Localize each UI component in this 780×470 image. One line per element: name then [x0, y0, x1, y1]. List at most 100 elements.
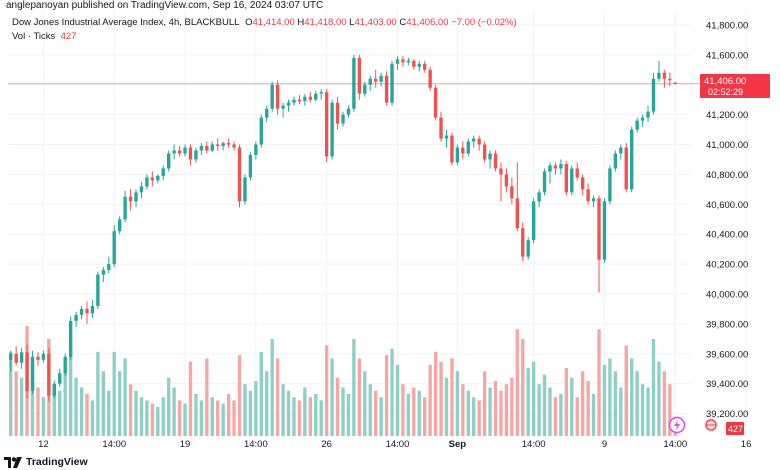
candle-body	[19, 352, 24, 363]
volume-bar	[521, 338, 525, 436]
volume-bar	[68, 345, 73, 436]
candle-body	[673, 82, 677, 84]
candle-body	[156, 175, 160, 181]
tradingview-brand[interactable]: TradingView	[4, 456, 88, 468]
candle-body	[493, 153, 498, 169]
time-tick-label: 12	[38, 439, 49, 450]
candle-body	[177, 150, 182, 154]
candle-body	[188, 147, 193, 160]
flag-icon[interactable]	[704, 418, 718, 432]
volume-bar	[586, 381, 590, 436]
volume-bar	[384, 355, 389, 436]
volume-bar	[477, 400, 481, 436]
volume-bar	[401, 384, 405, 436]
candle-body	[368, 78, 372, 85]
close-key: C	[399, 17, 407, 28]
candle-body	[450, 135, 454, 163]
volume-bar	[646, 387, 650, 436]
volume-bar	[668, 384, 672, 436]
volume-bar	[281, 384, 285, 436]
volume-bar	[167, 377, 171, 436]
volume-bar	[161, 397, 165, 436]
volume-bar	[542, 374, 547, 436]
open-value: 41,414.00	[252, 17, 295, 28]
time-tick-label: 9	[602, 439, 607, 450]
volume-bar	[188, 361, 193, 436]
brand-label: TradingView	[26, 456, 88, 468]
volume-value-label: 427	[728, 424, 743, 434]
candle-body	[455, 147, 460, 163]
candle-body	[559, 163, 563, 169]
candle-body	[346, 108, 351, 115]
candle-body	[226, 143, 231, 145]
candle-body	[123, 196, 127, 220]
candle-body	[472, 138, 476, 142]
candle-body	[390, 63, 394, 103]
volume-bar	[112, 351, 116, 436]
time-tick-label: 14:00	[102, 439, 126, 450]
volume-bar	[630, 358, 634, 436]
volume-bars	[9, 326, 677, 436]
candle-body	[668, 78, 672, 81]
volume-bar	[335, 377, 340, 436]
candle-body	[25, 352, 29, 392]
candle-body	[640, 117, 645, 121]
candle-body	[270, 84, 274, 109]
volume-bar	[96, 351, 100, 436]
volume-bar	[216, 400, 220, 436]
time-axis[interactable]: 12 14:00 19 14:00 26 14:00 Sep 14:00 9 14:00 16	[38, 439, 751, 450]
candle-body	[117, 219, 122, 232]
low-key: L	[349, 17, 355, 28]
candle-body	[613, 153, 618, 169]
candle-body	[482, 144, 487, 160]
volume-bar	[117, 371, 122, 436]
volume-bar	[270, 338, 274, 436]
last-price-label: 41,406.00	[704, 76, 746, 87]
high-value: 41,418.00	[304, 17, 347, 28]
candle-body	[591, 198, 596, 202]
volume-bar	[52, 384, 56, 436]
volume-bar	[172, 387, 176, 436]
candle-body	[461, 147, 465, 154]
volume-bar	[19, 377, 24, 436]
volume-bar	[324, 345, 329, 436]
candle-body	[41, 353, 46, 360]
volume-bar	[58, 390, 62, 436]
candle-body	[488, 153, 492, 160]
volume-bar	[330, 358, 334, 436]
volume-bar	[548, 387, 552, 436]
price-tick-label: 39,400.00	[706, 379, 748, 390]
candle-body	[205, 146, 209, 151]
candle-body	[58, 373, 62, 384]
time-tick-label: 14:00	[522, 439, 546, 450]
tradingview-logo-icon	[4, 456, 22, 468]
candle-body	[510, 186, 514, 199]
candle-body	[526, 240, 530, 257]
volume-bar	[297, 400, 302, 436]
candle-body	[134, 192, 138, 202]
volume-bar	[580, 371, 585, 436]
volume-bar	[205, 358, 209, 436]
volume-bar	[85, 393, 89, 436]
volume-bar	[559, 393, 563, 436]
volume-label[interactable]: Vol · Ticks	[12, 31, 56, 42]
candle-body	[521, 228, 525, 257]
volume-bar	[63, 368, 67, 436]
volume-bar	[226, 393, 231, 436]
volume-bar	[221, 403, 225, 436]
candle-body	[580, 177, 585, 190]
volume-bar	[341, 387, 345, 436]
symbol-title[interactable]: Dow Jones Industrial Average Index, 4h, …	[12, 17, 240, 28]
candle-body	[52, 383, 56, 396]
price-tick-label: 40,400.00	[706, 230, 748, 241]
candle-body	[30, 356, 35, 392]
volume-bar	[640, 384, 645, 436]
candle-body	[281, 105, 285, 109]
candle-body	[439, 117, 443, 139]
candle-body	[619, 147, 623, 154]
volume-bar	[423, 397, 427, 436]
volume-bar	[662, 371, 667, 436]
lightning-icon[interactable]	[668, 416, 686, 434]
candle-body	[330, 102, 334, 157]
